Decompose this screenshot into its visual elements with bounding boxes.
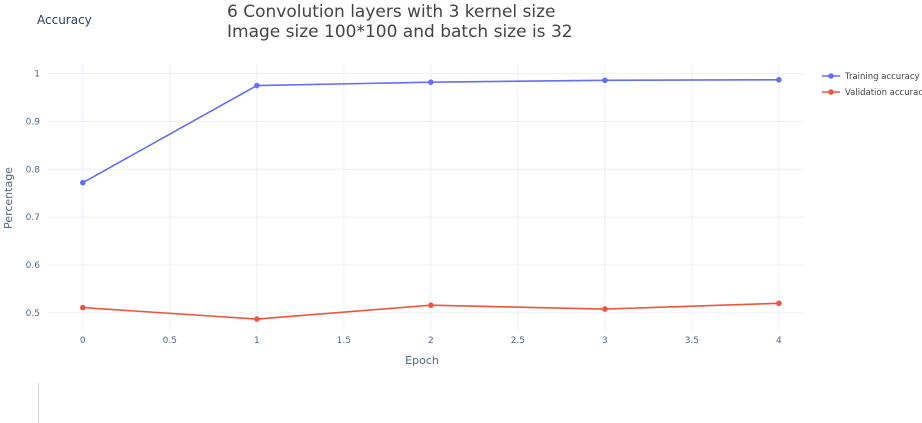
- grid: [48, 64, 805, 332]
- legend-item-1[interactable]: Validation accuracy: [822, 88, 922, 98]
- series-point-1-2: [428, 302, 434, 309]
- y-tick-label: 1: [34, 70, 40, 80]
- x-axis-label: Epoch: [405, 354, 439, 367]
- y-tick-label: 0.5: [26, 309, 40, 319]
- series-point-0-2: [428, 79, 434, 85]
- series-layer: [80, 76, 782, 322]
- chart-title-line-2: Image size 100*100 and batch size is 32: [227, 22, 573, 42]
- series-point-1-4: [776, 300, 782, 307]
- chart-title: 6 Convolution layers with 3 kernel size …: [227, 2, 573, 42]
- series-point-0-1: [254, 82, 260, 89]
- chart-title-line-1: 6 Convolution layers with 3 kernel size: [227, 2, 556, 22]
- x-tick-label: 2: [428, 336, 434, 346]
- legend-swatch-marker: [828, 73, 834, 79]
- legend-item-0[interactable]: Training accuracy: [822, 72, 920, 82]
- x-tick-label: 1: [254, 336, 260, 346]
- x-axis-ticks: 0 0.5 1 1.5 2 2.5 3 3.5 4: [80, 336, 782, 346]
- x-tick-label: 2.5: [511, 336, 525, 346]
- y-axis-ticks: 0.5 0.6 0.7 0.8 0.9 1: [26, 70, 41, 319]
- legend-swatch-marker: [828, 89, 834, 95]
- corner-title: Accuracy: [37, 13, 92, 27]
- x-tick-label: 1.5: [337, 336, 351, 346]
- x-tick-label: 3.5: [685, 336, 699, 346]
- series-point-0-4: [776, 76, 782, 83]
- y-tick-label: 0.8: [26, 165, 41, 175]
- series-point-1-3: [602, 306, 608, 312]
- series-point-0-0: [80, 179, 86, 186]
- x-tick-label: 0.5: [163, 336, 177, 346]
- y-tick-label: 0.9: [26, 117, 41, 127]
- series-point-1-0: [80, 304, 86, 311]
- x-tick-label: 4: [776, 336, 782, 346]
- x-tick-label: 0: [80, 336, 86, 346]
- x-tick-label: 3: [602, 336, 608, 346]
- legend-label: Training accuracy: [844, 72, 920, 82]
- y-axis-label: Percentage: [2, 167, 15, 229]
- legend[interactable]: Training accuracy Validation accuracy: [822, 72, 922, 98]
- bottom-divider: [38, 383, 39, 423]
- y-tick-label: 0.7: [26, 213, 40, 223]
- y-tick-label: 0.6: [26, 261, 41, 271]
- legend-label: Validation accuracy: [845, 88, 922, 98]
- series-point-1-1: [254, 316, 260, 322]
- series-point-0-3: [602, 77, 608, 84]
